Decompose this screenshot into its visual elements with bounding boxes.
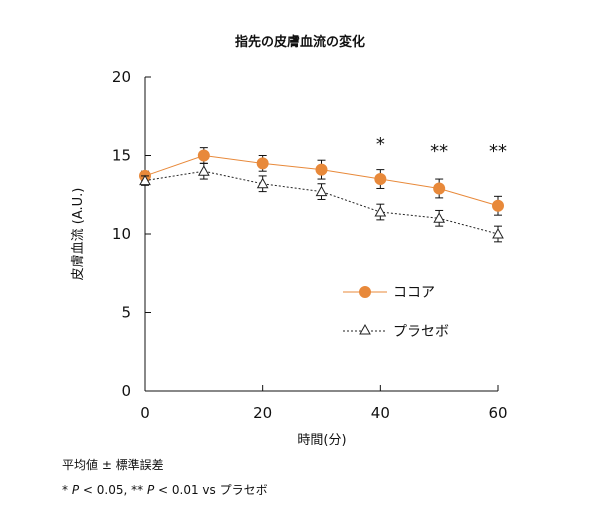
x-tick-label: 40 [371, 404, 390, 422]
data-point-circle [256, 157, 269, 170]
data-point-circle [374, 173, 387, 186]
sig1-p: P [71, 483, 80, 497]
significance-mark: ** [489, 141, 507, 162]
y-tick-label: 0 [121, 382, 131, 400]
sig2-rest: < 0.01 vs プラセボ [154, 483, 268, 497]
sig1-mark: * [62, 483, 72, 497]
y-tick-label: 5 [121, 304, 131, 322]
y-tick-label: 20 [112, 68, 131, 86]
y-axis-label: 皮膚血流 (A.U.) [70, 188, 86, 281]
significance-note: * P < 0.05, ** P < 0.01 vs プラセボ [62, 481, 268, 498]
data-point-triangle [315, 185, 328, 197]
legend-label-cocoa: ココア [393, 285, 435, 301]
significance-mark: ** [430, 141, 448, 162]
sig1-rest: < 0.05, ** [79, 483, 147, 497]
data-point-triangle [197, 165, 210, 176]
data-point-circle [433, 182, 446, 195]
data-point-circle [315, 163, 328, 176]
data-point-triangle [139, 174, 151, 186]
data-point-triangle [433, 212, 446, 223]
legend-marker-placebo [359, 323, 371, 335]
legend-label-placebo: プラセボ [393, 324, 449, 340]
data-point-circle [197, 149, 210, 162]
series-line-1 [144, 170, 499, 235]
x-tick-label: 0 [140, 404, 150, 422]
legend-marker-cocoa [359, 286, 371, 298]
x-tick-label: 60 [488, 404, 507, 422]
y-tick-label: 15 [112, 147, 131, 165]
x-tick-label: 20 [253, 404, 272, 422]
x-axis-label: 時間(分) [297, 433, 346, 448]
significance-mark: * [376, 134, 385, 155]
stats-note: 平均値 ± 標準誤差 [62, 458, 164, 472]
data-point-triangle [256, 177, 269, 189]
chart-title: 指先の皮膚血流の変化 [235, 34, 365, 50]
y-tick-label: 10 [112, 225, 131, 243]
data-point-circle [492, 199, 504, 212]
data-point-triangle [374, 205, 387, 217]
sig2-p: P [146, 483, 155, 497]
data-point-triangle [492, 227, 504, 239]
